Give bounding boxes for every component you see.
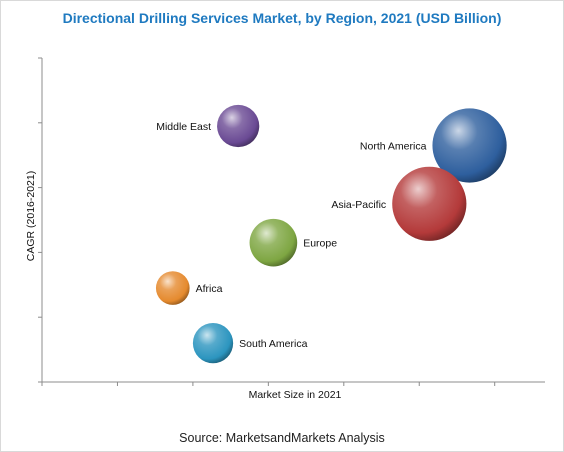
bubble-south-america: [192, 322, 234, 364]
bubble-africa: [155, 271, 190, 305]
label-middle-east: Middle East: [156, 121, 211, 133]
source-note: Source: MarketsandMarkets Analysis: [179, 431, 385, 445]
label-europe: Europe: [303, 238, 337, 250]
label-africa: Africa: [196, 283, 223, 295]
bubble-europe: [249, 218, 298, 267]
bubble-north-america: [432, 108, 507, 183]
x-axis-title: Market Size in 2021: [249, 389, 342, 401]
label-asia-pacific: Asia-Pacific: [331, 199, 386, 211]
bubble-labels: North America Asia-Pacific Middle East Euro…: [156, 121, 426, 350]
label-south-america: South America: [239, 338, 307, 350]
bubble-asia-pacific: [392, 166, 467, 241]
axes: [38, 57, 545, 386]
label-north-america: North America: [360, 140, 427, 152]
y-axis-title: CAGR (2016-2021): [25, 171, 37, 261]
bubbles: [155, 104, 507, 364]
chart-title: Directional Drilling Services Market, by…: [62, 10, 502, 26]
bubble-middle-east: [217, 104, 260, 148]
